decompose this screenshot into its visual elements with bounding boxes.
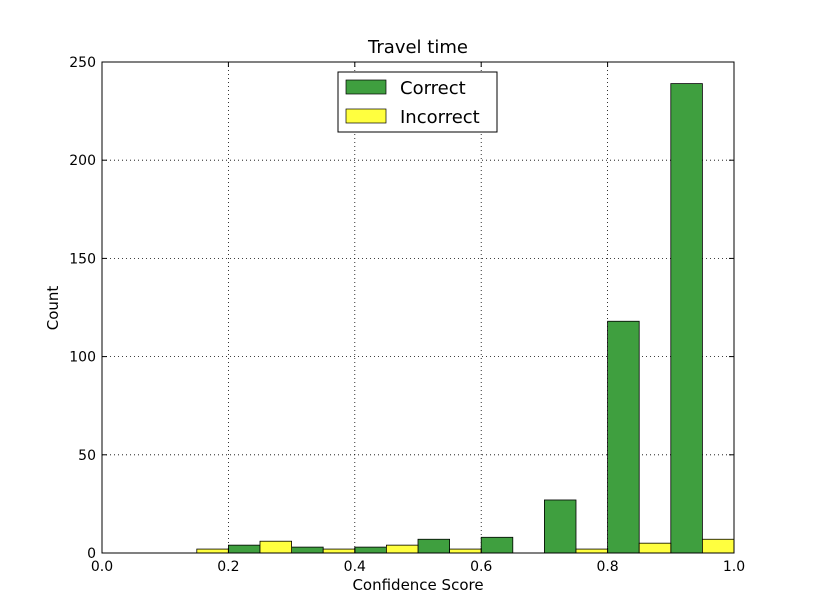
grid-lines (102, 62, 734, 553)
bar-incorrect-bin-5 (449, 548, 482, 554)
bar-incorrect-bin-1 (196, 548, 229, 554)
y-tick-label: 150 (69, 251, 96, 267)
bar-incorrect-bin-2 (259, 540, 293, 554)
x-tick-label: 0.4 (344, 559, 366, 575)
x-axis-title: Confidence Score (352, 576, 483, 594)
bar-incorrect-bin-4 (385, 544, 419, 554)
bar-correct-bin-4 (354, 546, 387, 554)
bar-correct-bin-7 (544, 499, 577, 554)
plot-area-frame (101, 61, 735, 554)
legend: Correct Incorrect (337, 71, 498, 133)
x-tick-label: 0.8 (596, 559, 618, 575)
bar-correct-bin-6 (480, 536, 514, 554)
bar-correct-bin-3 (291, 546, 324, 554)
bar-incorrect-bin-9 (702, 538, 735, 554)
x-tick-label: 0.2 (217, 559, 239, 575)
legend-swatch-incorrect (345, 108, 387, 124)
x-tick-label: 1.0 (723, 559, 745, 575)
bar-incorrect-bin-3 (322, 548, 356, 554)
chart-title: Travel time (367, 37, 468, 58)
bar-correct-bin-9 (670, 83, 703, 554)
y-tick-label: 200 (69, 153, 96, 169)
x-tick-label: 0.6 (470, 559, 492, 575)
x-tick-label: 0.0 (91, 559, 113, 575)
y-tick-label: 0 (87, 546, 96, 562)
bar-correct-bin-2 (227, 544, 261, 554)
y-axis-title: Count (44, 286, 62, 331)
y-tick-label: 50 (78, 448, 96, 464)
bar-incorrect-bin-7 (575, 548, 609, 554)
bar-incorrect-bin-8 (638, 542, 672, 554)
bars (196, 83, 735, 554)
bar-correct-bin-5 (417, 538, 451, 554)
axis-ticks: 0.0 0.2 0.4 0.6 0.8 1.0 0 50 100 150 200 250 (69, 55, 745, 575)
legend-label-correct: Correct (400, 78, 466, 99)
y-tick-label: 250 (69, 55, 96, 71)
y-tick-label: 100 (69, 350, 96, 366)
bar-correct-bin-8 (607, 320, 640, 554)
legend-label-incorrect: Incorrect (400, 107, 480, 128)
legend-swatch-correct (345, 79, 387, 95)
